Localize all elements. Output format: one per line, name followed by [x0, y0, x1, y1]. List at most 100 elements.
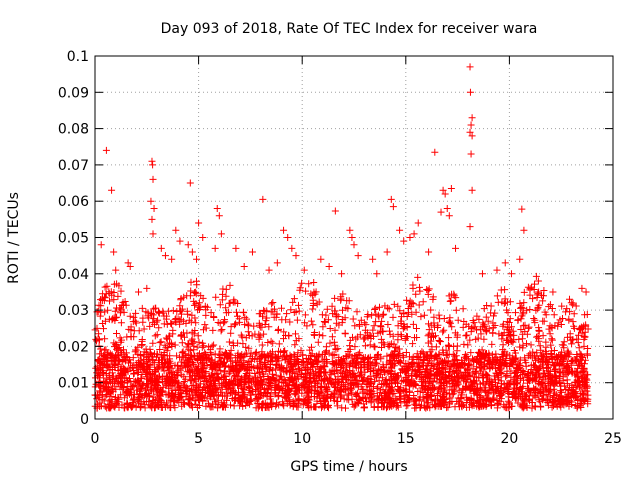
data-point: [389, 203, 397, 211]
data-point: [211, 244, 219, 252]
data-point: [467, 121, 475, 129]
data-point: [348, 234, 356, 241]
data-point: [240, 263, 248, 271]
data-point: [149, 175, 157, 183]
x-tick-label: 15: [397, 431, 415, 447]
data-point: [346, 226, 354, 234]
data-point: [410, 230, 418, 238]
data-point: [135, 288, 143, 296]
data-point: [108, 186, 116, 194]
data-point: [443, 204, 451, 212]
data-point: [466, 223, 474, 231]
data-point: [468, 186, 476, 194]
data-point: [217, 230, 225, 238]
y-tick-label: 0.03: [58, 303, 89, 319]
y-tick-label: 0.06: [58, 194, 89, 210]
data-point: [195, 219, 203, 227]
data-point: [468, 132, 476, 140]
y-axis-label: ROTI / TECUs: [6, 192, 22, 284]
data-point: [300, 266, 308, 274]
data-point: [466, 128, 474, 136]
data-point: [414, 219, 422, 227]
data-point: [452, 244, 460, 252]
data-point: [383, 248, 391, 256]
data-point: [124, 259, 132, 267]
data-point: [396, 226, 404, 234]
data-point: [441, 190, 449, 198]
data-point: [520, 226, 528, 234]
data-point: [406, 234, 414, 241]
y-tick-label: 0.04: [58, 267, 89, 283]
data-point: [186, 179, 194, 187]
data-point: [265, 266, 273, 274]
data-point: [369, 255, 377, 263]
data-point: [578, 284, 586, 292]
data-point: [534, 277, 542, 285]
y-tick-label: 0.1: [67, 49, 89, 65]
data-point: [112, 266, 120, 274]
data-point: [518, 205, 526, 213]
grid: [95, 56, 613, 419]
data-point: [215, 212, 223, 220]
data-point: [373, 270, 381, 278]
y-tick-label: 0.07: [58, 158, 89, 174]
data-point: [437, 208, 445, 216]
data-point: [478, 270, 486, 278]
data-point: [248, 248, 256, 256]
data-point: [147, 197, 155, 205]
data-point: [148, 215, 156, 223]
data-point: [188, 248, 196, 256]
data-point: [445, 212, 453, 220]
data-point: [467, 150, 475, 158]
x-tick-label: 10: [293, 431, 311, 447]
data-point: [213, 204, 221, 212]
data-point: [110, 248, 118, 256]
data-point: [431, 148, 439, 156]
x-tick-label: 25: [604, 431, 622, 447]
data-point: [157, 244, 165, 252]
data-point: [468, 114, 476, 122]
data-point: [317, 255, 325, 263]
y-tick-label: 0.01: [58, 376, 89, 392]
data-points: [91, 63, 592, 412]
data-point: [400, 237, 408, 245]
data-point: [466, 88, 474, 96]
data-point: [493, 266, 501, 274]
data-point: [516, 255, 524, 263]
y-tick-label: 0.05: [58, 231, 89, 247]
data-point: [447, 184, 455, 192]
data-point: [288, 244, 296, 252]
data-point: [149, 161, 157, 169]
data-point: [184, 241, 192, 249]
dense-band: [91, 272, 592, 412]
data-point: [526, 284, 534, 292]
data-point: [439, 186, 447, 194]
data-point: [199, 234, 207, 241]
x-axis-label: GPS time / hours: [290, 459, 407, 475]
data-point: [354, 252, 362, 260]
data-point: [580, 342, 588, 350]
axis-ticks: 0 0.01 0.02 0.03 0.04 0.05 0.06 0.07 0.08 0.09 0.1…: [58, 49, 622, 447]
data-point: [232, 244, 240, 252]
data-point: [102, 146, 110, 154]
data-point: [501, 259, 509, 267]
data-point: [168, 255, 176, 263]
data-point: [126, 263, 134, 271]
x-tick-label: 0: [91, 431, 100, 447]
data-point: [387, 195, 395, 203]
x-tick-label: 5: [194, 431, 203, 447]
data-point: [284, 234, 292, 241]
chart-title: Day 093 of 2018, Rate Of TEC Index for r…: [161, 21, 538, 37]
data-point: [466, 63, 474, 71]
data-point: [148, 157, 156, 165]
data-point: [565, 295, 573, 303]
data-point: [331, 207, 339, 215]
data-point: [338, 270, 346, 278]
data-point: [97, 241, 105, 249]
y-tick-label: 0.09: [58, 85, 89, 101]
y-tick-label: 0.02: [58, 339, 89, 355]
data-point: [161, 252, 169, 260]
data-point: [149, 230, 157, 238]
data-point: [172, 226, 180, 234]
data-point: [143, 284, 151, 292]
